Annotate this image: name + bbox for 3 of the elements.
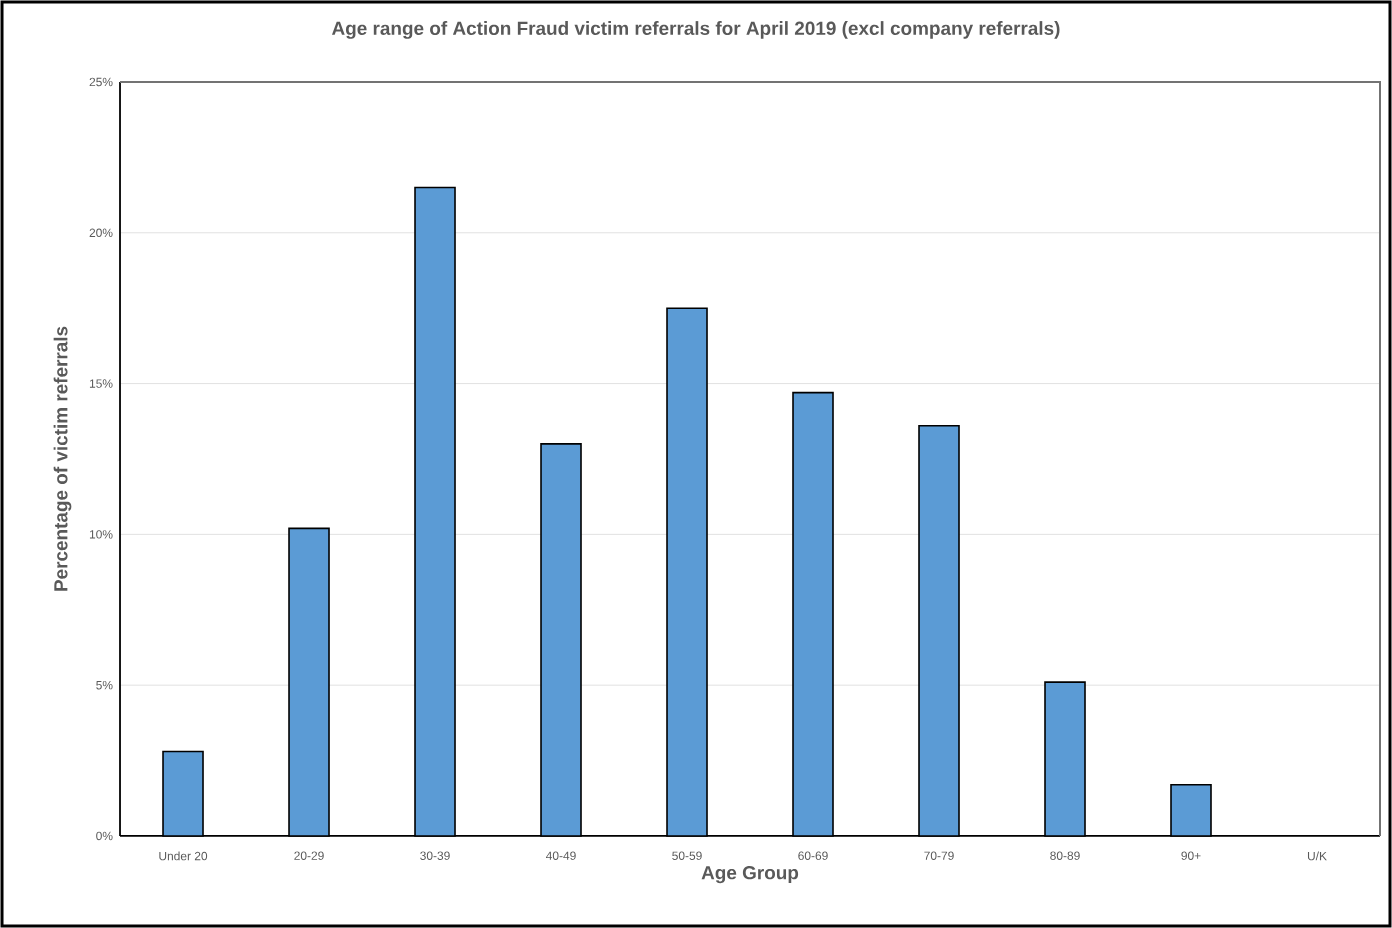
chart-title: Age range of Action Fraud victim referrals for April 2019 (excl company referrals) [331,21,1060,39]
y-axis-title: Percentage of victim referrals [53,326,72,591]
x-axis-title: Age Group [701,865,799,884]
